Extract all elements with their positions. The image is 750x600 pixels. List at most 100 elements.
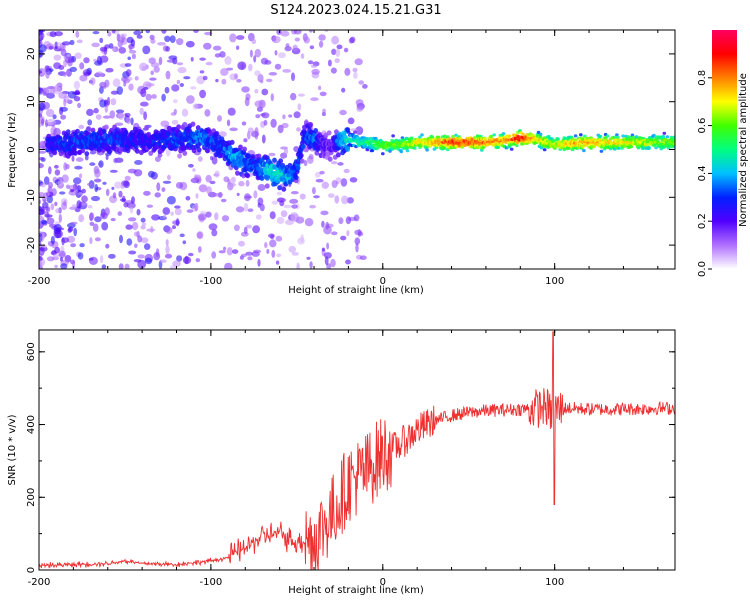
spectrogram-noise-cell	[79, 62, 85, 70]
y-tick-label: 0	[26, 567, 37, 573]
spectrogram-noise-cell	[79, 243, 85, 248]
spectrogram-noise-cell	[74, 165, 83, 170]
snr-panel: -200 -100 0 100 0 200 400 600 Height of straigh…	[7, 329, 676, 596]
spectrogram-noise-cell	[153, 66, 160, 73]
spectrogram-noise-cell	[158, 56, 163, 66]
spectrogram-ridge-cell	[238, 144, 243, 150]
x-tick-label: 100	[545, 276, 564, 287]
spectrogram-ridge-cell	[293, 174, 299, 181]
spectrogram-ridge-cell	[665, 135, 670, 139]
spectrogram-noise-cell	[83, 57, 90, 64]
x-tick-label: -100	[200, 276, 223, 287]
spectrogram-noise-cell	[285, 43, 290, 48]
spectrogram-noise-cell	[47, 186, 53, 194]
spectrogram-noise-cell	[44, 65, 50, 73]
spectrogram-noise-cell	[39, 156, 44, 161]
spectrogram-noise-cell	[54, 264, 58, 269]
spectrogram-noise-cell	[206, 186, 212, 195]
spectrogram-noise-cell	[39, 191, 45, 198]
spectrogram-noise-cell	[195, 258, 201, 263]
spectrogram-noise-cell	[265, 78, 273, 83]
spectrogram-noise-cell	[166, 195, 176, 205]
spectrogram-noise-cell	[125, 117, 132, 124]
spectrogram-noise-cell	[126, 238, 133, 246]
spectrogram-ridge-cell	[80, 148, 86, 154]
spectrogram-noise-cell	[48, 166, 52, 175]
spectrogram-noise-cell	[50, 203, 55, 211]
spectrogram-noise-cell	[241, 86, 250, 93]
spectrogram-noise-cell	[321, 247, 325, 252]
spectrogram-noise-cell	[254, 70, 261, 77]
spectrogram-noise-cell	[86, 108, 94, 116]
spectrogram-noise-cell	[348, 37, 354, 44]
spectrogram-noise-cell	[196, 75, 205, 85]
spectrogram-noise-cell	[249, 49, 253, 58]
spectrogram-noise-cell	[94, 178, 102, 183]
spectrogram-noise-cell	[198, 184, 208, 193]
spectrogram-noise-cell	[238, 181, 245, 187]
spectrogram-noise-cell	[205, 211, 212, 218]
spectrogram-noise-cell	[354, 237, 361, 245]
spectrogram-ridge-cell	[556, 137, 560, 141]
spectrogram-ridge-cell	[370, 148, 375, 153]
spectrogram-noise-cell	[291, 72, 295, 81]
spectrogram-ridge-cell	[515, 143, 519, 148]
spectrogram-ridge-cell	[646, 143, 650, 147]
spectrogram-noise-cell	[39, 233, 43, 242]
y-tick-label: 0	[26, 146, 37, 152]
spectrogram-noise-cell	[327, 59, 332, 67]
spectrogram-noise-cell	[58, 213, 62, 223]
spectrogram-noise-cell	[254, 127, 259, 136]
spectrogram-noise-cell	[194, 202, 199, 212]
spectrogram-noise-cell	[78, 124, 85, 129]
spectrogram-noise-cell	[146, 204, 154, 208]
spectrogram-noise-cell	[60, 48, 67, 57]
x-tick-label: 100	[545, 577, 564, 588]
spectrogram-noise-cell	[253, 55, 257, 63]
spectrogram-ridge-cell	[538, 132, 543, 136]
spectrogram-noise-cell	[294, 37, 300, 42]
spectrogram-noise-cell	[113, 157, 118, 164]
spectrogram-noise-cell	[76, 39, 83, 44]
colorbar-tick-label: 0.4	[697, 165, 708, 181]
spectrogram-noise-cell	[204, 109, 211, 117]
colorbar-tick-label: 0.6	[697, 118, 708, 134]
spectrogram-ridge-cell	[304, 147, 309, 153]
spectrogram-noise-cell	[165, 226, 173, 234]
spectrogram-ridge-cell	[425, 148, 429, 152]
spectrogram-noise-cell	[214, 170, 220, 178]
spectrogram-noise-cell	[226, 247, 233, 256]
spectrogram-noise-cell	[156, 182, 161, 192]
spectrogram-ridge-cell	[552, 138, 556, 143]
spectrogram-ridge-cell	[492, 133, 497, 137]
spectrogram-noise-cell	[355, 243, 359, 253]
spectrogram-noise-cell	[257, 259, 261, 267]
spectrogram-noise-cell	[102, 181, 107, 185]
spectrogram-noise-cell	[318, 34, 326, 41]
spectrogram-ridge-cell	[420, 133, 424, 137]
spectrogram-noise-cell	[117, 211, 123, 217]
spectrogram-noise-cell	[150, 70, 154, 76]
spectrogram-noise-cell	[274, 63, 282, 70]
spectrogram-ridge-cell	[177, 153, 183, 159]
spectrogram-noise-cell	[114, 122, 124, 126]
spectrogram-noise-cell	[120, 184, 125, 189]
spectrogram-noise-cell	[75, 157, 84, 162]
spectrogram-noise-cell	[47, 118, 56, 126]
spectrogram-noise-cell	[141, 222, 147, 226]
spectrogram-noise-cell	[340, 178, 348, 187]
spectrogram-noise-cell	[353, 214, 360, 222]
spectrogram-noise-cell	[133, 30, 142, 36]
spectrogram-noise-cell	[41, 235, 45, 240]
spectrogram-noise-cell	[131, 221, 139, 231]
spectrogram-noise-cell	[261, 88, 269, 96]
spectrogram-ridge-cell	[123, 130, 129, 136]
spectrogram-noise-cell	[309, 261, 313, 269]
spectrogram-noise-cell	[337, 162, 344, 166]
spectrogram-noise-cell	[60, 106, 68, 112]
spectrogram-ridge-cell	[617, 146, 621, 150]
spectrogram-noise-cell	[99, 99, 107, 108]
spectrogram-ridge-cell	[521, 132, 525, 136]
spectrogram-noise-cell	[39, 70, 43, 74]
spectrogram-ridge-cell	[405, 149, 410, 153]
